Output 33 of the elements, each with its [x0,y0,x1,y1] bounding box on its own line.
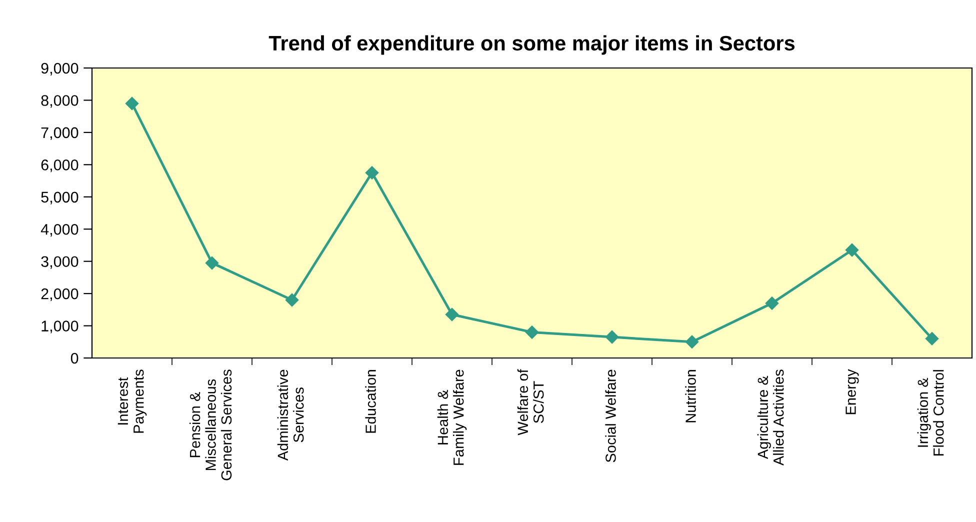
point [125,96,139,110]
x-tick-label: Health & Family Welfare [437,370,467,465]
x-tick-label: Administrative Services [277,370,304,461]
y-tick-label: 6,000 [41,160,78,172]
x-tick-label: Welfare of SC/ST [517,369,544,436]
point [285,293,299,307]
point [685,335,699,348]
y-tick-label: 3,000 [41,256,78,269]
point [845,243,859,257]
y-tick-label: 9,000 [41,62,78,76]
y-tick-label: 4,000 [40,224,78,237]
y-tick-label: 0 [70,352,78,364]
y-tick-label: 2,000 [41,288,78,302]
point [525,326,539,339]
chart-title: Trend of expenditure on some major items in Sectors [268,35,795,55]
point [365,166,379,180]
x-tick-label: Agriculture & Allied Activities [757,370,784,466]
x-tick-label: Irrigation & Flood Control [917,370,944,456]
point [765,296,779,310]
x-tick-label: Interest Payments [118,370,147,433]
x-tick-label: Nutrition [685,370,696,422]
y-tick-label: 5,000 [41,192,78,204]
x-tick-label: Social Welfare [605,370,616,462]
point [925,332,939,346]
y-tick-label: 1,000 [42,320,78,334]
x-tick-label: Energy [846,369,859,414]
point [605,330,619,344]
point [205,256,219,270]
x-tick-label: Pension & Miscellaneous General Services [189,370,232,480]
y-tick-label: 8,000 [41,95,78,108]
point [445,308,459,322]
y-tick-label: 7,000 [41,127,78,140]
x-tick-label: Education [365,370,376,433]
